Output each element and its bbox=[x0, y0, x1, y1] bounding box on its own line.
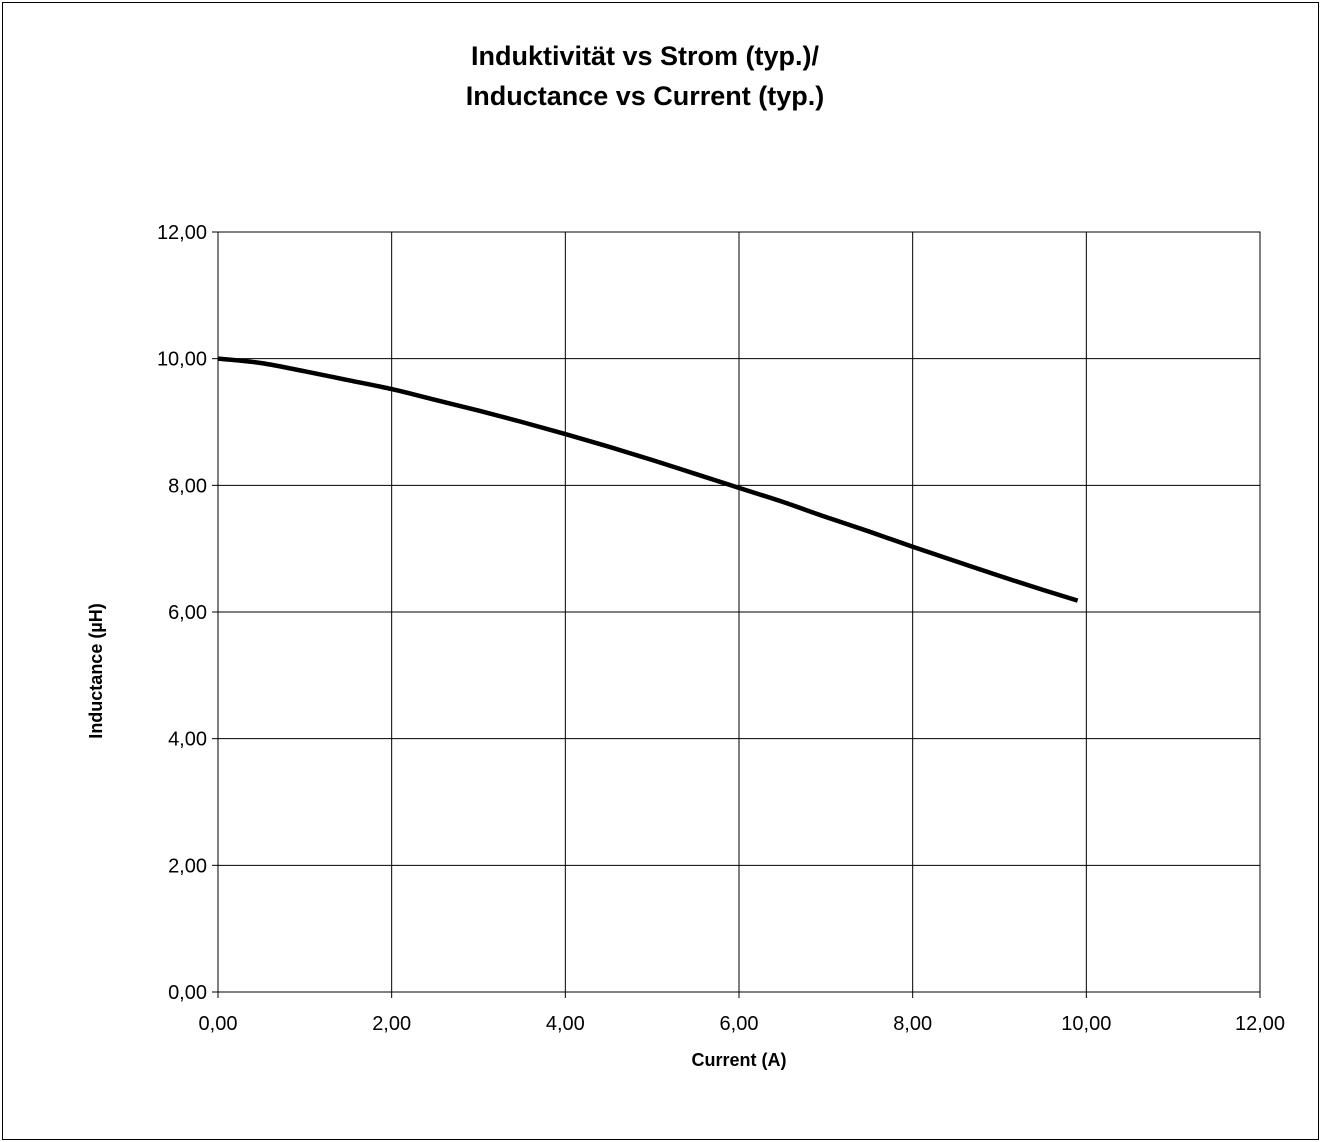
x-tick-label: 0,00 bbox=[199, 1013, 238, 1035]
x-tick-label: 10,00 bbox=[1061, 1013, 1111, 1035]
y-tick-label: 12,00 bbox=[157, 222, 207, 244]
x-tick-label: 2,00 bbox=[372, 1013, 411, 1035]
series-layer bbox=[217, 356, 1079, 603]
chart-svg: Induktivität vs Strom (typ.)/ Inductance… bbox=[86, 41, 1285, 1070]
x-axis-title: Current (A) bbox=[692, 1050, 787, 1070]
y-tick-label: 6,00 bbox=[168, 602, 207, 624]
chart-title-line-1: Induktivität vs Strom (typ.)/ bbox=[471, 41, 820, 71]
inductance-series-line bbox=[217, 356, 1079, 603]
y-tick-label: 4,00 bbox=[168, 729, 207, 751]
x-tick-label: 12,00 bbox=[1235, 1013, 1285, 1035]
y-tick-label: 2,00 bbox=[168, 855, 207, 877]
y-axis-title: Inductance (µH) bbox=[86, 603, 106, 738]
grid-layer bbox=[217, 231, 1261, 993]
y-tick-label: 0,00 bbox=[168, 982, 207, 1004]
tick-label-layer: 0,00 2,00 4,00 6,00 8,00 10,00 12,00 0,00 2,00 4,… bbox=[157, 222, 1285, 1035]
tick-layer bbox=[212, 231, 1261, 998]
x-tick-label: 4,00 bbox=[546, 1013, 585, 1035]
y-tick-label: 8,00 bbox=[168, 475, 207, 497]
chart-title-line-2: Inductance vs Current (typ.) bbox=[466, 81, 825, 111]
x-tick-label: 8,00 bbox=[893, 1013, 932, 1035]
x-tick-label: 6,00 bbox=[720, 1013, 759, 1035]
y-tick-label: 10,00 bbox=[157, 349, 207, 371]
